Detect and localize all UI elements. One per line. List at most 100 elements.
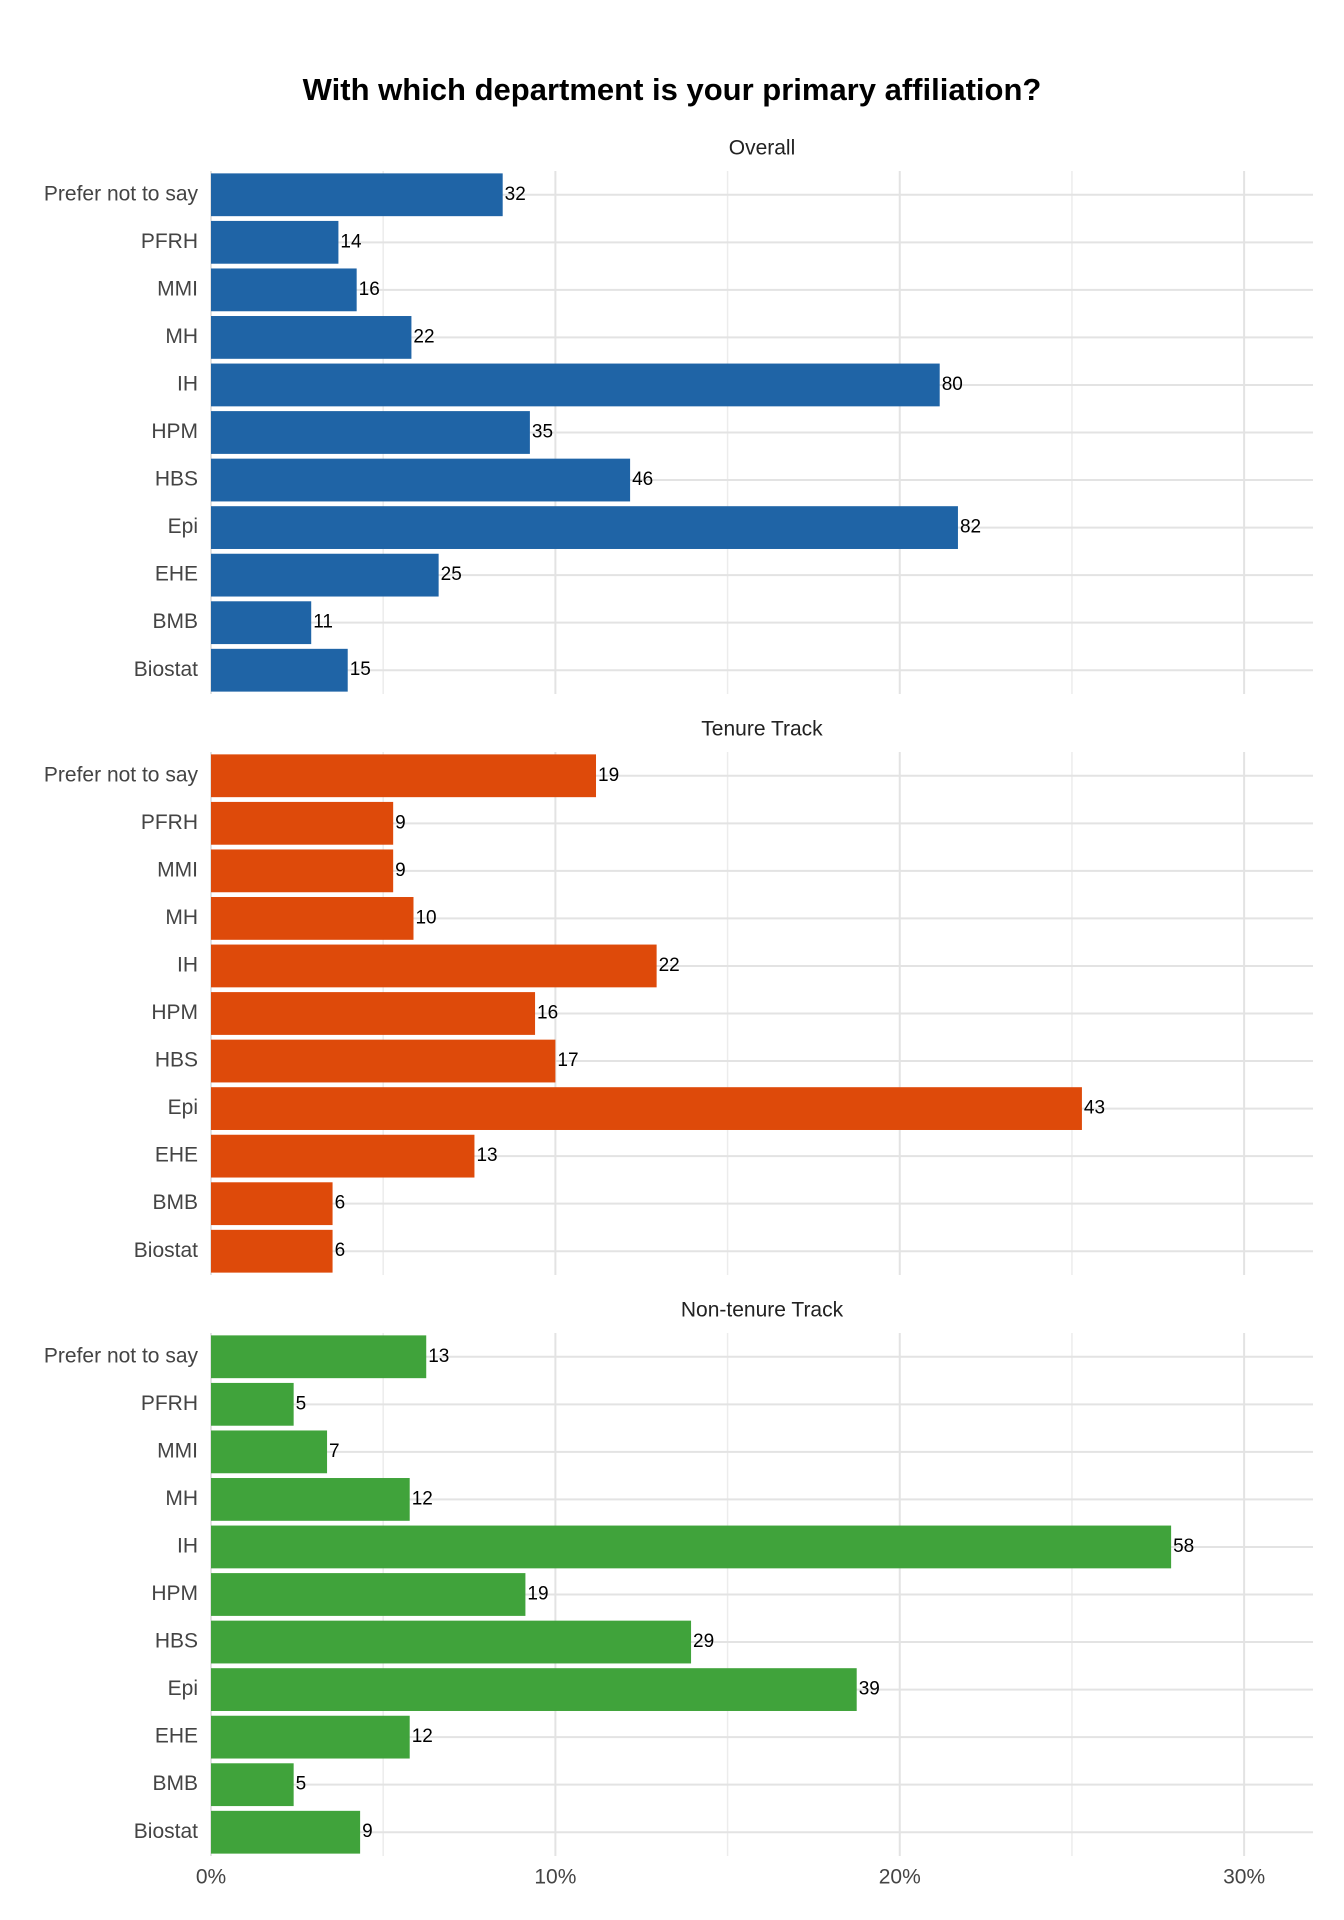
bar <box>211 363 940 407</box>
x-tick-label: 0% <box>196 1866 226 1889</box>
bar <box>211 411 530 454</box>
data-label: 35 <box>532 422 553 443</box>
y-tick-label: Epi <box>168 1096 198 1119</box>
data-label: 22 <box>413 326 434 347</box>
data-label: 9 <box>395 812 406 833</box>
data-label: 5 <box>296 1774 307 1795</box>
data-label: 17 <box>557 1050 578 1071</box>
y-tick-label: Biostat <box>134 1820 198 1843</box>
data-label: 9 <box>362 1821 373 1842</box>
data-label: 7 <box>329 1441 340 1462</box>
x-tick-label: 20% <box>879 1866 921 1889</box>
y-tick-label: MH <box>165 325 198 348</box>
bar <box>211 1668 857 1711</box>
y-tick-label: IH <box>177 373 198 396</box>
y-tick-label: PFRH <box>141 1392 198 1415</box>
data-label: 58 <box>1173 1536 1194 1557</box>
data-label: 10 <box>415 907 436 928</box>
data-label: 15 <box>350 659 371 680</box>
bar <box>211 1087 1082 1130</box>
y-tick-label: IH <box>177 954 198 977</box>
bar <box>211 553 439 597</box>
y-tick-label: MMI <box>157 858 198 881</box>
facet-title: Tenure Track <box>701 718 823 741</box>
bar <box>211 897 414 940</box>
y-tick-label: HBS <box>155 1630 198 1653</box>
y-tick-label: HBS <box>155 468 198 491</box>
y-tick-label: Prefer not to say <box>44 763 199 786</box>
data-label: 80 <box>942 374 963 395</box>
data-label: 19 <box>527 1584 548 1605</box>
data-label: 12 <box>412 1726 433 1747</box>
bar <box>211 1620 692 1664</box>
data-label: 39 <box>859 1679 880 1700</box>
y-tick-label: Biostat <box>134 658 198 681</box>
data-label: 43 <box>1084 1098 1105 1119</box>
y-tick-label: Prefer not to say <box>44 1344 199 1367</box>
bar <box>211 506 958 549</box>
bar <box>211 1382 294 1426</box>
y-tick-label: Epi <box>168 515 198 538</box>
bar <box>211 992 536 1035</box>
data-label: 11 <box>313 612 333 633</box>
bar <box>211 801 394 845</box>
y-tick-label: HBS <box>155 1049 198 1072</box>
bar <box>211 944 657 988</box>
x-tick-label: 10% <box>534 1866 576 1889</box>
data-label: 19 <box>598 765 619 786</box>
data-label: 5 <box>296 1393 307 1414</box>
x-tick-label: 30% <box>1223 1866 1265 1889</box>
y-tick-label: EHE <box>155 1144 198 1167</box>
data-label: 16 <box>537 1003 558 1024</box>
bar <box>211 1478 410 1521</box>
bar <box>211 220 339 264</box>
data-label: 14 <box>340 231 362 252</box>
facet-title: Non-tenure Track <box>681 1299 844 1322</box>
bar <box>211 268 357 312</box>
bar <box>211 1810 361 1854</box>
y-tick-label: Epi <box>168 1677 198 1700</box>
y-tick-label: PFRH <box>141 811 198 834</box>
y-tick-label: MMI <box>157 277 198 300</box>
bar <box>211 1335 427 1379</box>
y-tick-label: EHE <box>155 563 198 586</box>
y-tick-label: BMB <box>152 1191 198 1214</box>
bar <box>211 849 394 893</box>
data-label: 12 <box>412 1488 433 1509</box>
y-tick-label: HPM <box>151 1582 198 1605</box>
data-label: 25 <box>441 564 462 585</box>
bar <box>211 1715 410 1759</box>
y-tick-label: IH <box>177 1535 198 1558</box>
y-tick-label: HPM <box>151 420 198 443</box>
data-label: 13 <box>428 1346 449 1367</box>
chart-title: With which department is your primary af… <box>303 72 1042 107</box>
bar <box>211 173 503 217</box>
bar <box>211 648 348 692</box>
data-label: 13 <box>476 1145 497 1166</box>
bar <box>211 1430 328 1474</box>
bar <box>211 754 597 798</box>
bar <box>211 316 412 359</box>
bar <box>211 601 312 645</box>
data-label: 32 <box>505 184 526 205</box>
y-tick-label: PFRH <box>141 230 198 253</box>
y-tick-label: BMB <box>152 1772 198 1795</box>
y-tick-label: Biostat <box>134 1239 198 1262</box>
data-label: 46 <box>632 469 653 490</box>
data-label: 9 <box>395 860 406 881</box>
y-tick-label: MH <box>165 1487 198 1510</box>
bar <box>211 1039 556 1083</box>
data-label: 22 <box>659 955 680 976</box>
facet-title: Overall <box>729 137 796 160</box>
y-tick-label: Prefer not to say <box>44 182 199 205</box>
bar <box>211 1229 333 1273</box>
data-label: 6 <box>335 1193 346 1214</box>
bar <box>211 1182 333 1226</box>
y-tick-label: BMB <box>152 610 198 633</box>
bar <box>211 1573 526 1616</box>
data-label: 29 <box>693 1631 714 1652</box>
y-tick-label: HPM <box>151 1001 198 1024</box>
data-label: 16 <box>359 279 380 300</box>
data-label: 6 <box>335 1240 346 1261</box>
